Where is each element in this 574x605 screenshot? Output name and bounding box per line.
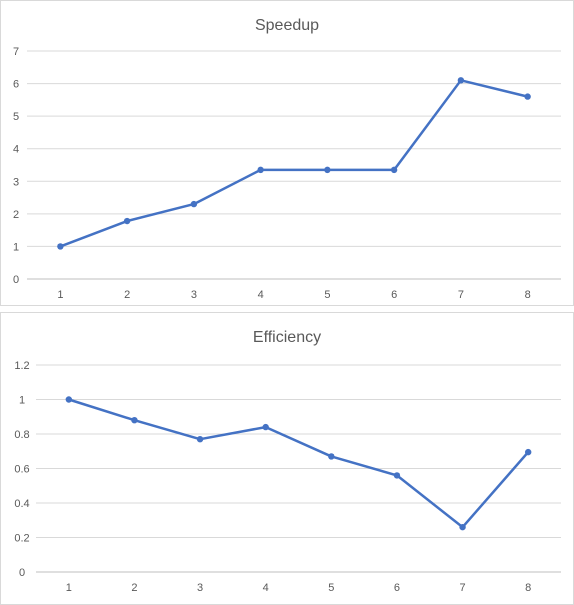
speedup-y-tick-label: 5 — [13, 111, 19, 123]
speedup-x-tick-label: 6 — [391, 289, 397, 301]
speedup-y-tick-label: 2 — [13, 209, 19, 221]
efficiency-y-tick-label: 0.2 — [14, 533, 29, 545]
speedup-x-tick-label: 7 — [458, 289, 464, 301]
speedup-gridlines — [27, 50, 561, 280]
efficiency-y-tick-label: 0.6 — [14, 464, 29, 476]
speedup-y-tick-label: 7 — [13, 46, 19, 58]
efficiency-chart-title: Efficiency — [253, 329, 321, 346]
efficiency-y-tick-label: 1.2 — [14, 360, 29, 372]
efficiency-y-tick-label: 0.4 — [14, 498, 29, 510]
efficiency-y-tick-labels: 0 0.2 0.4 0.6 0.8 1 1.2 — [14, 360, 29, 579]
speedup-data-point — [257, 166, 264, 174]
efficiency-x-tick-label: 1 — [66, 582, 72, 594]
efficiency-gridlines — [36, 364, 561, 573]
efficiency-y-tick-label: 0.8 — [14, 429, 29, 441]
efficiency-y-tick-label: 1 — [19, 395, 25, 407]
efficiency-x-tick-label: 5 — [328, 582, 334, 594]
speedup-series — [57, 77, 531, 250]
efficiency-chart-svg: Efficiency 0 0.2 0.4 0.6 0.8 1 1.2 1 2 3 4 5 6 7 8 — [14, 329, 561, 594]
efficiency-data-point — [328, 453, 335, 460]
efficiency-series-line — [68, 398, 530, 529]
speedup-data-point — [57, 243, 64, 250]
speedup-chart-svg: Speedup 0 1 2 3 4 5 6 7 1 2 3 4 5 6 7 8 — [13, 17, 561, 301]
efficiency-chart: Efficiency 0 0.2 0.4 0.6 0.8 1 1.2 1 2 3 4 5 6 7 8 — [0, 312, 574, 605]
efficiency-data-point — [393, 472, 401, 479]
speedup-series-line — [59, 79, 528, 248]
efficiency-series — [65, 396, 532, 531]
speedup-x-tick-label: 3 — [191, 289, 197, 301]
efficiency-x-tick-labels: 1 2 3 4 5 6 7 8 — [66, 582, 532, 594]
efficiency-data-point — [131, 417, 138, 424]
efficiency-data-point — [524, 448, 532, 456]
speedup-x-tick-label: 8 — [525, 289, 531, 301]
speedup-y-tick-label: 3 — [13, 176, 19, 188]
speedup-x-tick-label: 1 — [57, 289, 63, 301]
speedup-y-tick-labels: 0 1 2 3 4 5 6 7 — [13, 46, 19, 286]
efficiency-data-point — [65, 396, 73, 403]
speedup-chart: Speedup 0 1 2 3 4 5 6 7 1 2 3 4 5 6 7 8 — [0, 0, 574, 306]
efficiency-x-tick-label: 7 — [460, 582, 466, 594]
speedup-y-tick-label: 6 — [13, 79, 19, 91]
efficiency-y-tick-label: 0 — [19, 567, 25, 579]
speedup-data-point — [524, 93, 531, 100]
speedup-data-point — [390, 166, 398, 174]
speedup-y-tick-label: 0 — [13, 274, 19, 286]
speedup-data-point — [123, 217, 131, 225]
efficiency-data-point — [262, 423, 269, 431]
efficiency-x-tick-label: 8 — [525, 582, 531, 594]
speedup-data-point — [457, 77, 465, 84]
efficiency-x-tick-label: 2 — [131, 582, 137, 594]
speedup-x-tick-label: 4 — [258, 289, 264, 301]
speedup-data-point — [190, 200, 198, 208]
efficiency-data-point — [196, 435, 204, 443]
efficiency-data-point — [459, 523, 466, 531]
speedup-data-point — [324, 166, 331, 174]
efficiency-x-tick-label: 3 — [197, 582, 203, 594]
speedup-x-tick-label: 2 — [124, 289, 130, 301]
speedup-x-tick-labels: 1 2 3 4 5 6 7 8 — [57, 289, 530, 301]
efficiency-x-tick-label: 6 — [394, 582, 400, 594]
speedup-chart-title: Speedup — [255, 17, 319, 34]
efficiency-x-tick-label: 4 — [263, 582, 269, 594]
speedup-y-tick-label: 1 — [13, 241, 19, 253]
speedup-y-tick-label: 4 — [13, 144, 19, 156]
speedup-x-tick-label: 5 — [324, 289, 330, 301]
